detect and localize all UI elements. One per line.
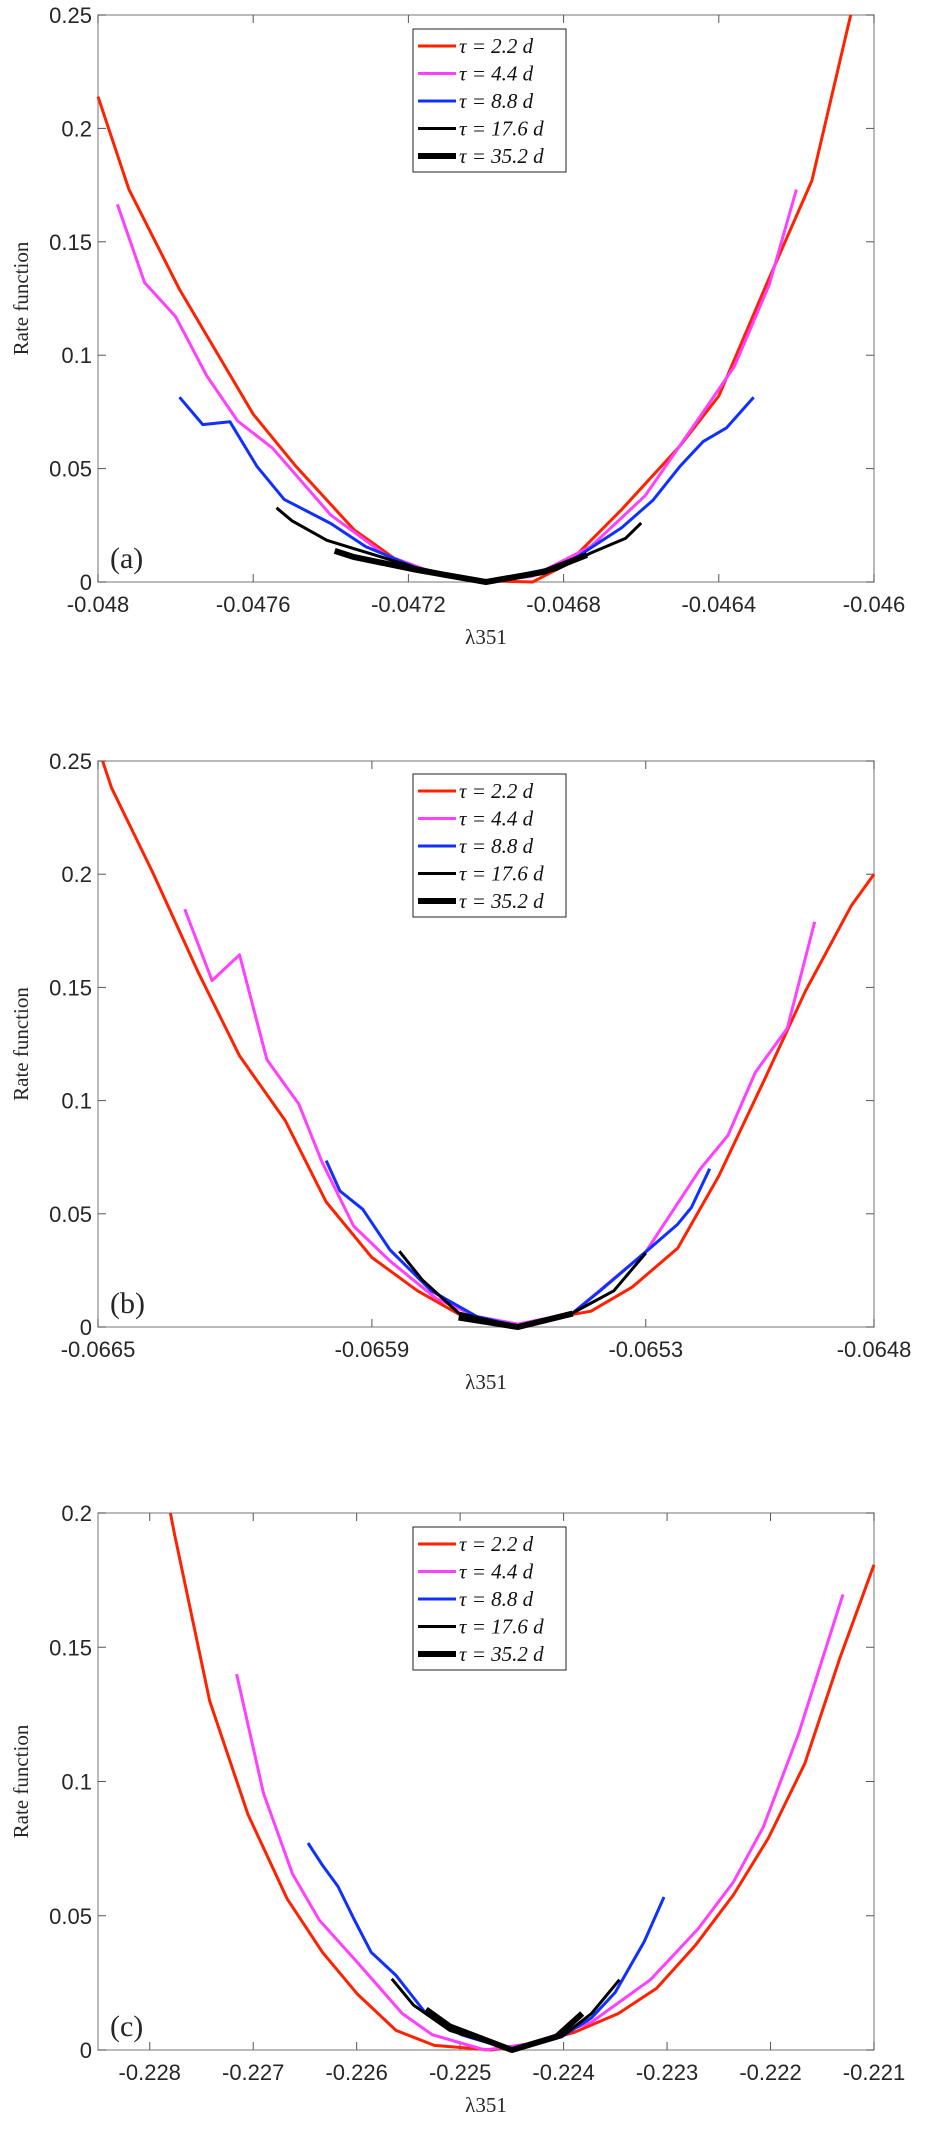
x-tick-label: -0.046 <box>843 592 905 617</box>
x-tick-label: -0.0476 <box>216 592 291 617</box>
x-tick-label: -0.0648 <box>837 1337 912 1362</box>
y-axis-label: Rate function <box>9 1724 33 1838</box>
series-line-1 <box>183 908 817 1326</box>
x-tick-label: -0.0665 <box>61 1337 136 1362</box>
x-tick-label: -0.0464 <box>681 592 756 617</box>
x-tick-label: -0.226 <box>325 2060 387 2085</box>
x-tick-label: -0.223 <box>636 2060 698 2085</box>
y-tick-label: 0 <box>80 2038 92 2063</box>
y-tick-label: 0.15 <box>49 230 92 255</box>
legend-entry: τ = 4.4 d <box>459 1560 534 1584</box>
legend: τ = 2.2 d τ = 4.4 d τ = 8.8 d τ = 17.6 d τ =… <box>412 28 567 173</box>
x-axis-label: λ351 <box>465 1370 507 1394</box>
series-line-4 <box>458 1310 574 1330</box>
x-tick-label: -0.228 <box>119 2060 181 2085</box>
x-tick-label: -0.0472 <box>371 592 446 617</box>
x-tick-label: -0.048 <box>67 592 129 617</box>
legend-entry: τ = 8.8 d <box>459 1587 534 1611</box>
legend-entry: τ = 8.8 d <box>459 89 534 113</box>
y-tick-label: 0.2 <box>61 1501 92 1526</box>
legend: τ = 2.2 d τ = 4.4 d τ = 8.8 d τ = 17.6 d τ =… <box>412 773 567 918</box>
y-axis-label: Rate function <box>9 241 33 355</box>
y-tick-label: 0.05 <box>49 457 92 482</box>
panel-label: (a) <box>110 542 143 575</box>
x-tick-label: -0.222 <box>739 2060 801 2085</box>
y-tick-label: 0 <box>80 1315 92 1340</box>
legend-entry: τ = 2.2 d <box>459 779 534 803</box>
legend-entry: τ = 2.2 d <box>459 1532 534 1556</box>
legend-entry: τ = 35.2 d <box>459 144 544 168</box>
y-tick-label: 0.1 <box>61 1770 92 1795</box>
y-tick-label: 0 <box>80 570 92 595</box>
x-axis-label: λ351 <box>465 625 507 649</box>
y-tick-label: 0.2 <box>61 116 92 141</box>
x-tick-label: -0.227 <box>222 2060 284 2085</box>
legend: τ = 2.2 d τ = 4.4 d τ = 8.8 d τ = 17.6 d τ =… <box>412 1526 567 1671</box>
panel-label: (c) <box>110 2010 143 2043</box>
y-tick-label: 0.25 <box>49 749 92 774</box>
y-tick-label: 0.05 <box>49 1202 92 1227</box>
y-tick-label: 0.15 <box>49 975 92 1000</box>
legend-entry: τ = 35.2 d <box>459 1642 544 1666</box>
x-tick-label: -0.0653 <box>608 1337 683 1362</box>
x-axis-label: λ351 <box>465 2093 507 2117</box>
panel-a: -0.048 -0.0476 -0.0472 -0.0468 -0.0464 -0.046… <box>9 3 905 649</box>
panel-b: -0.0665 -0.0659 -0.0653 -0.0648 0 0.05 0.1 0.15… <box>9 749 911 1394</box>
y-tick-label: 0.1 <box>61 343 92 368</box>
legend-entry: τ = 4.4 d <box>459 807 534 831</box>
legend-entry: τ = 8.8 d <box>459 834 534 858</box>
x-tick-label: -0.225 <box>429 2060 491 2085</box>
legend-entry: τ = 17.6 d <box>459 117 544 141</box>
x-tick-label: -0.0659 <box>335 1337 410 1362</box>
legend-entry: τ = 17.6 d <box>459 862 544 886</box>
series-line-4 <box>424 2007 585 2053</box>
panel-label: (b) <box>110 1287 145 1320</box>
legend-entry: τ = 35.2 d <box>459 889 544 913</box>
y-tick-label: 0.2 <box>61 862 92 887</box>
legend-entry: τ = 4.4 d <box>459 62 534 86</box>
series-line-4 <box>333 548 588 585</box>
x-tick-label: -0.0468 <box>526 592 601 617</box>
y-tick-label: 0.25 <box>49 3 92 28</box>
legend-entry: τ = 17.6 d <box>459 1615 544 1639</box>
x-tick-label: -0.221 <box>843 2060 905 2085</box>
y-tick-label: 0.05 <box>49 1904 92 1929</box>
y-tick-label: 0.15 <box>49 1635 92 1660</box>
x-tick-label: -0.224 <box>532 2060 594 2085</box>
y-tick-label: 0.1 <box>61 1089 92 1114</box>
y-axis-label: Rate function <box>9 987 33 1101</box>
legend-entry: τ = 2.2 d <box>459 34 534 58</box>
panel-c: -0.228 -0.227 -0.226 -0.225 -0.224 -0.223 -0.2… <box>9 1501 905 2117</box>
